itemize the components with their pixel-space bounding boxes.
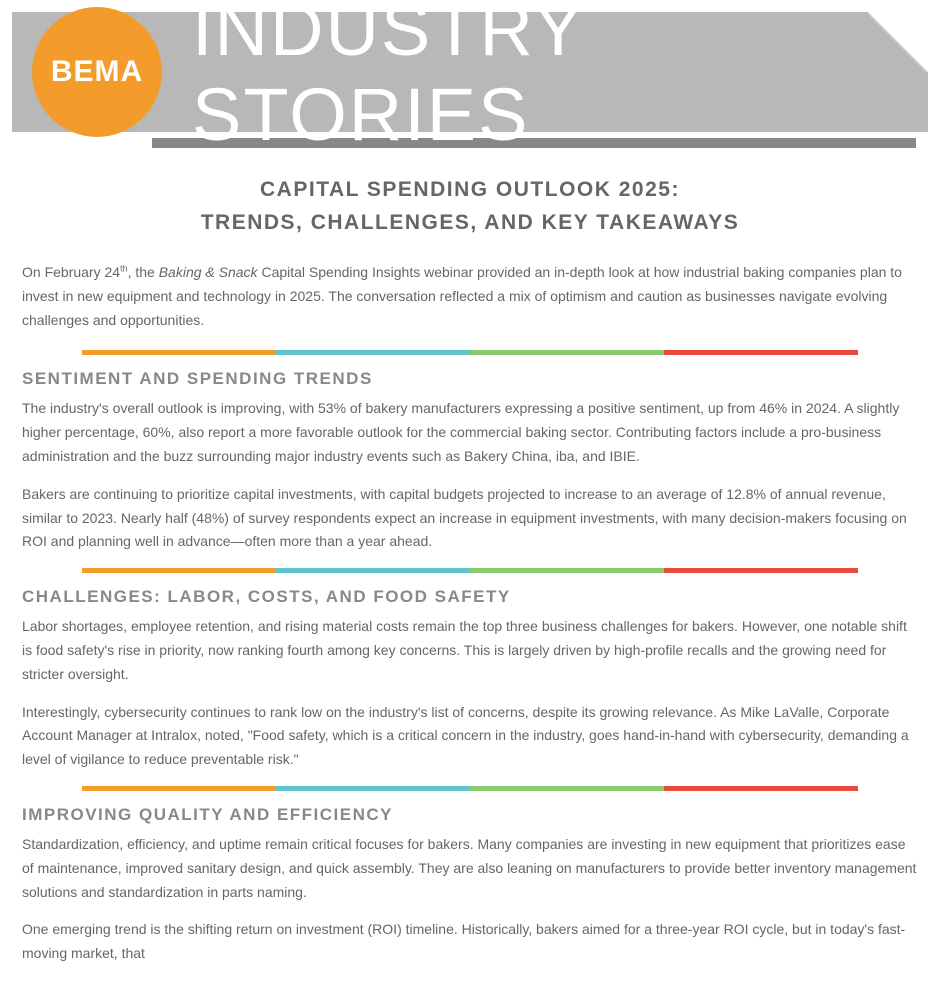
article-content: CAPITAL SPENDING OUTLOOK 2025: TRENDS, C… <box>0 148 940 990</box>
section-paragraph: Standardization, efficiency, and uptime … <box>22 833 918 904</box>
logo-circle: BEMA <box>32 7 162 137</box>
section-body: The industry's overall outlook is improv… <box>22 397 918 554</box>
article-intro: On February 24th, the Baking & Snack Cap… <box>22 261 918 332</box>
divider-segment <box>664 786 858 791</box>
logo-text: BEMA <box>51 55 143 89</box>
divider-segment <box>664 568 858 573</box>
color-divider <box>82 350 858 355</box>
section-heading: IMPROVING QUALITY AND EFFICIENCY <box>22 805 918 825</box>
divider-segment <box>82 350 276 355</box>
article-title: CAPITAL SPENDING OUTLOOK 2025: TRENDS, C… <box>22 174 918 239</box>
section-body: Labor shortages, employee retention, and… <box>22 615 918 772</box>
section-paragraph: The industry's overall outlook is improv… <box>22 397 918 468</box>
title-line-2: TRENDS, CHALLENGES, AND KEY TAKEAWAYS <box>201 211 740 234</box>
divider-segment <box>470 350 664 355</box>
divider-segment <box>470 786 664 791</box>
divider-segment <box>276 568 470 573</box>
color-divider <box>82 568 858 573</box>
title-line-1: CAPITAL SPENDING OUTLOOK 2025: <box>260 178 680 201</box>
section-paragraph: One emerging trend is the shifting retur… <box>22 918 918 966</box>
divider-segment <box>664 350 858 355</box>
section-paragraph: Bakers are continuing to prioritize capi… <box>22 483 918 554</box>
section-heading: SENTIMENT AND SPENDING TRENDS <box>22 369 918 389</box>
color-divider <box>82 786 858 791</box>
divider-segment <box>276 786 470 791</box>
section-paragraph: Labor shortages, employee retention, and… <box>22 615 918 686</box>
divider-segment <box>470 568 664 573</box>
banner-title: INDUSTRY STORIES <box>192 0 928 157</box>
divider-segment <box>82 568 276 573</box>
divider-segment <box>82 786 276 791</box>
header-banner: BEMA INDUSTRY STORIES <box>12 12 928 132</box>
section-body: Standardization, efficiency, and uptime … <box>22 833 918 966</box>
section-paragraph: Interestingly, cybersecurity continues t… <box>22 701 918 772</box>
header-wrap: BEMA INDUSTRY STORIES <box>0 0 940 148</box>
section-heading: CHALLENGES: LABOR, COSTS, AND FOOD SAFET… <box>22 587 918 607</box>
divider-segment <box>276 350 470 355</box>
page-fold-icon <box>868 12 928 72</box>
